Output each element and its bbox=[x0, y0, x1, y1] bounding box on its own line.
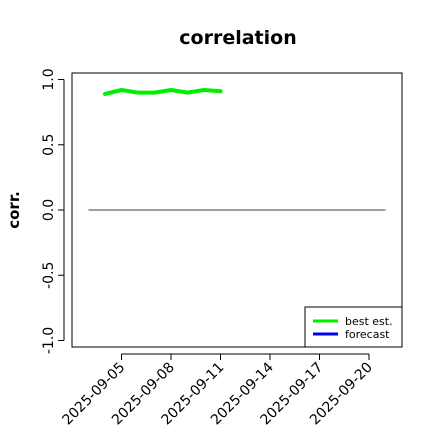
y-tick-label: 0.0 bbox=[41, 199, 57, 221]
y-axis-label: corr. bbox=[5, 191, 23, 229]
y-tick-label: -1.0 bbox=[41, 327, 57, 354]
legend-label-1: forecast bbox=[345, 328, 390, 341]
legend: best est.forecast bbox=[304, 306, 403, 348]
legend-box bbox=[304, 306, 403, 348]
y-axis: -1.0 -0.5 0.0 0.5 1.0 bbox=[41, 68, 65, 354]
legend-label-0: best est. bbox=[345, 315, 393, 328]
plot-frame bbox=[71, 72, 403, 348]
series-line-0 bbox=[103, 88, 223, 96]
y-tick-label: 1.0 bbox=[41, 68, 57, 90]
y-tick-label: -0.5 bbox=[41, 262, 57, 289]
series-group bbox=[103, 88, 223, 96]
x-axis: 2025-09-052025-09-082025-09-112025-09-14… bbox=[59, 353, 376, 428]
y-tick-label: 0.5 bbox=[41, 134, 57, 156]
chart-title: correlation bbox=[179, 27, 296, 49]
